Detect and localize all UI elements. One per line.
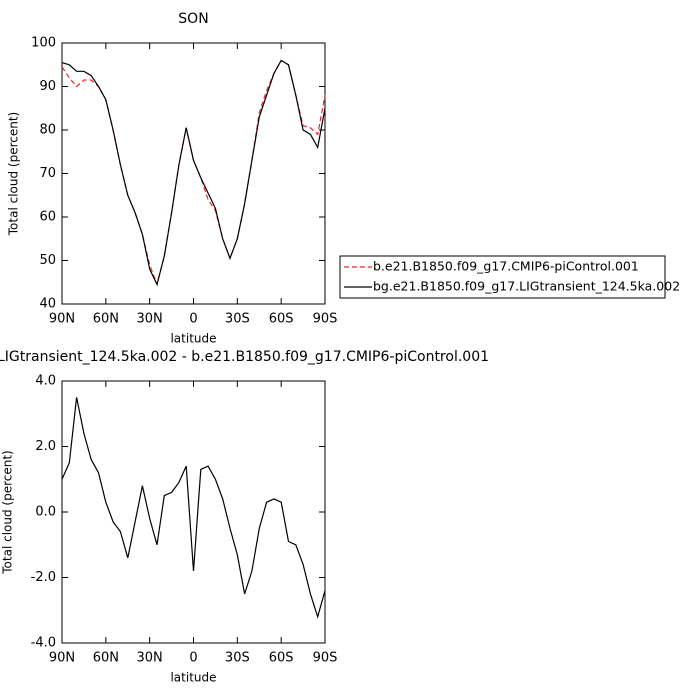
x-tick-label: 0	[189, 312, 197, 327]
y-tick-label: 50	[39, 253, 56, 268]
data-line	[61, 59, 326, 287]
y-tick-label: 90	[39, 79, 56, 94]
x-tick-label: 90S	[313, 651, 338, 666]
x-tick-label: 60S	[269, 312, 294, 327]
x-tick-label: 90S	[313, 312, 338, 327]
x-tick-label: 90N	[49, 651, 75, 666]
legend-box	[339, 255, 666, 299]
x-tick-label: 60S	[269, 651, 294, 666]
chart-title: LIGtransient_124.5ka.002 - b.e21.B1850.f…	[0, 349, 489, 365]
plot-frame	[61, 380, 326, 644]
y-tick-label: 80	[39, 123, 56, 138]
y-axis-label: Total cloud (percent)	[1, 450, 15, 574]
y-axis-label: Total cloud (percent)	[7, 112, 21, 236]
x-tick-label: 30N	[137, 312, 163, 327]
data-line	[61, 59, 326, 287]
y-tick-label: 70	[39, 166, 56, 181]
data-line	[61, 397, 326, 619]
x-tick-label: 90N	[49, 312, 75, 327]
x-tick-label: 30N	[137, 651, 163, 666]
y-tick-label: -2.0	[31, 570, 56, 585]
x-tick-label: 60N	[93, 651, 119, 666]
y-tick-label: 100	[31, 36, 56, 51]
y-tick-label: 2.0	[35, 439, 56, 454]
x-tick-label: 30S	[225, 312, 250, 327]
x-tick-label: 60N	[93, 312, 119, 327]
y-tick-label: 0.0	[35, 505, 56, 520]
x-axis-label: latitude	[170, 671, 216, 685]
legend-label: b.e21.B1850.f09_g17.CMIP6-piControl.001	[373, 259, 639, 274]
plot-frame	[61, 42, 326, 305]
x-axis-label: latitude	[170, 332, 216, 346]
x-tick-label: 30S	[225, 651, 250, 666]
x-tick-label: 0	[189, 651, 197, 666]
y-tick-label: 60	[39, 210, 56, 225]
y-tick-label: -4.0	[31, 636, 56, 651]
y-tick-label: 40	[39, 297, 56, 312]
legend-label: bg.e21.B1850.f09_g17.LIGtransient_124.5k…	[373, 279, 680, 294]
y-tick-label: 4.0	[35, 374, 56, 389]
chart-title: SON	[178, 11, 208, 27]
